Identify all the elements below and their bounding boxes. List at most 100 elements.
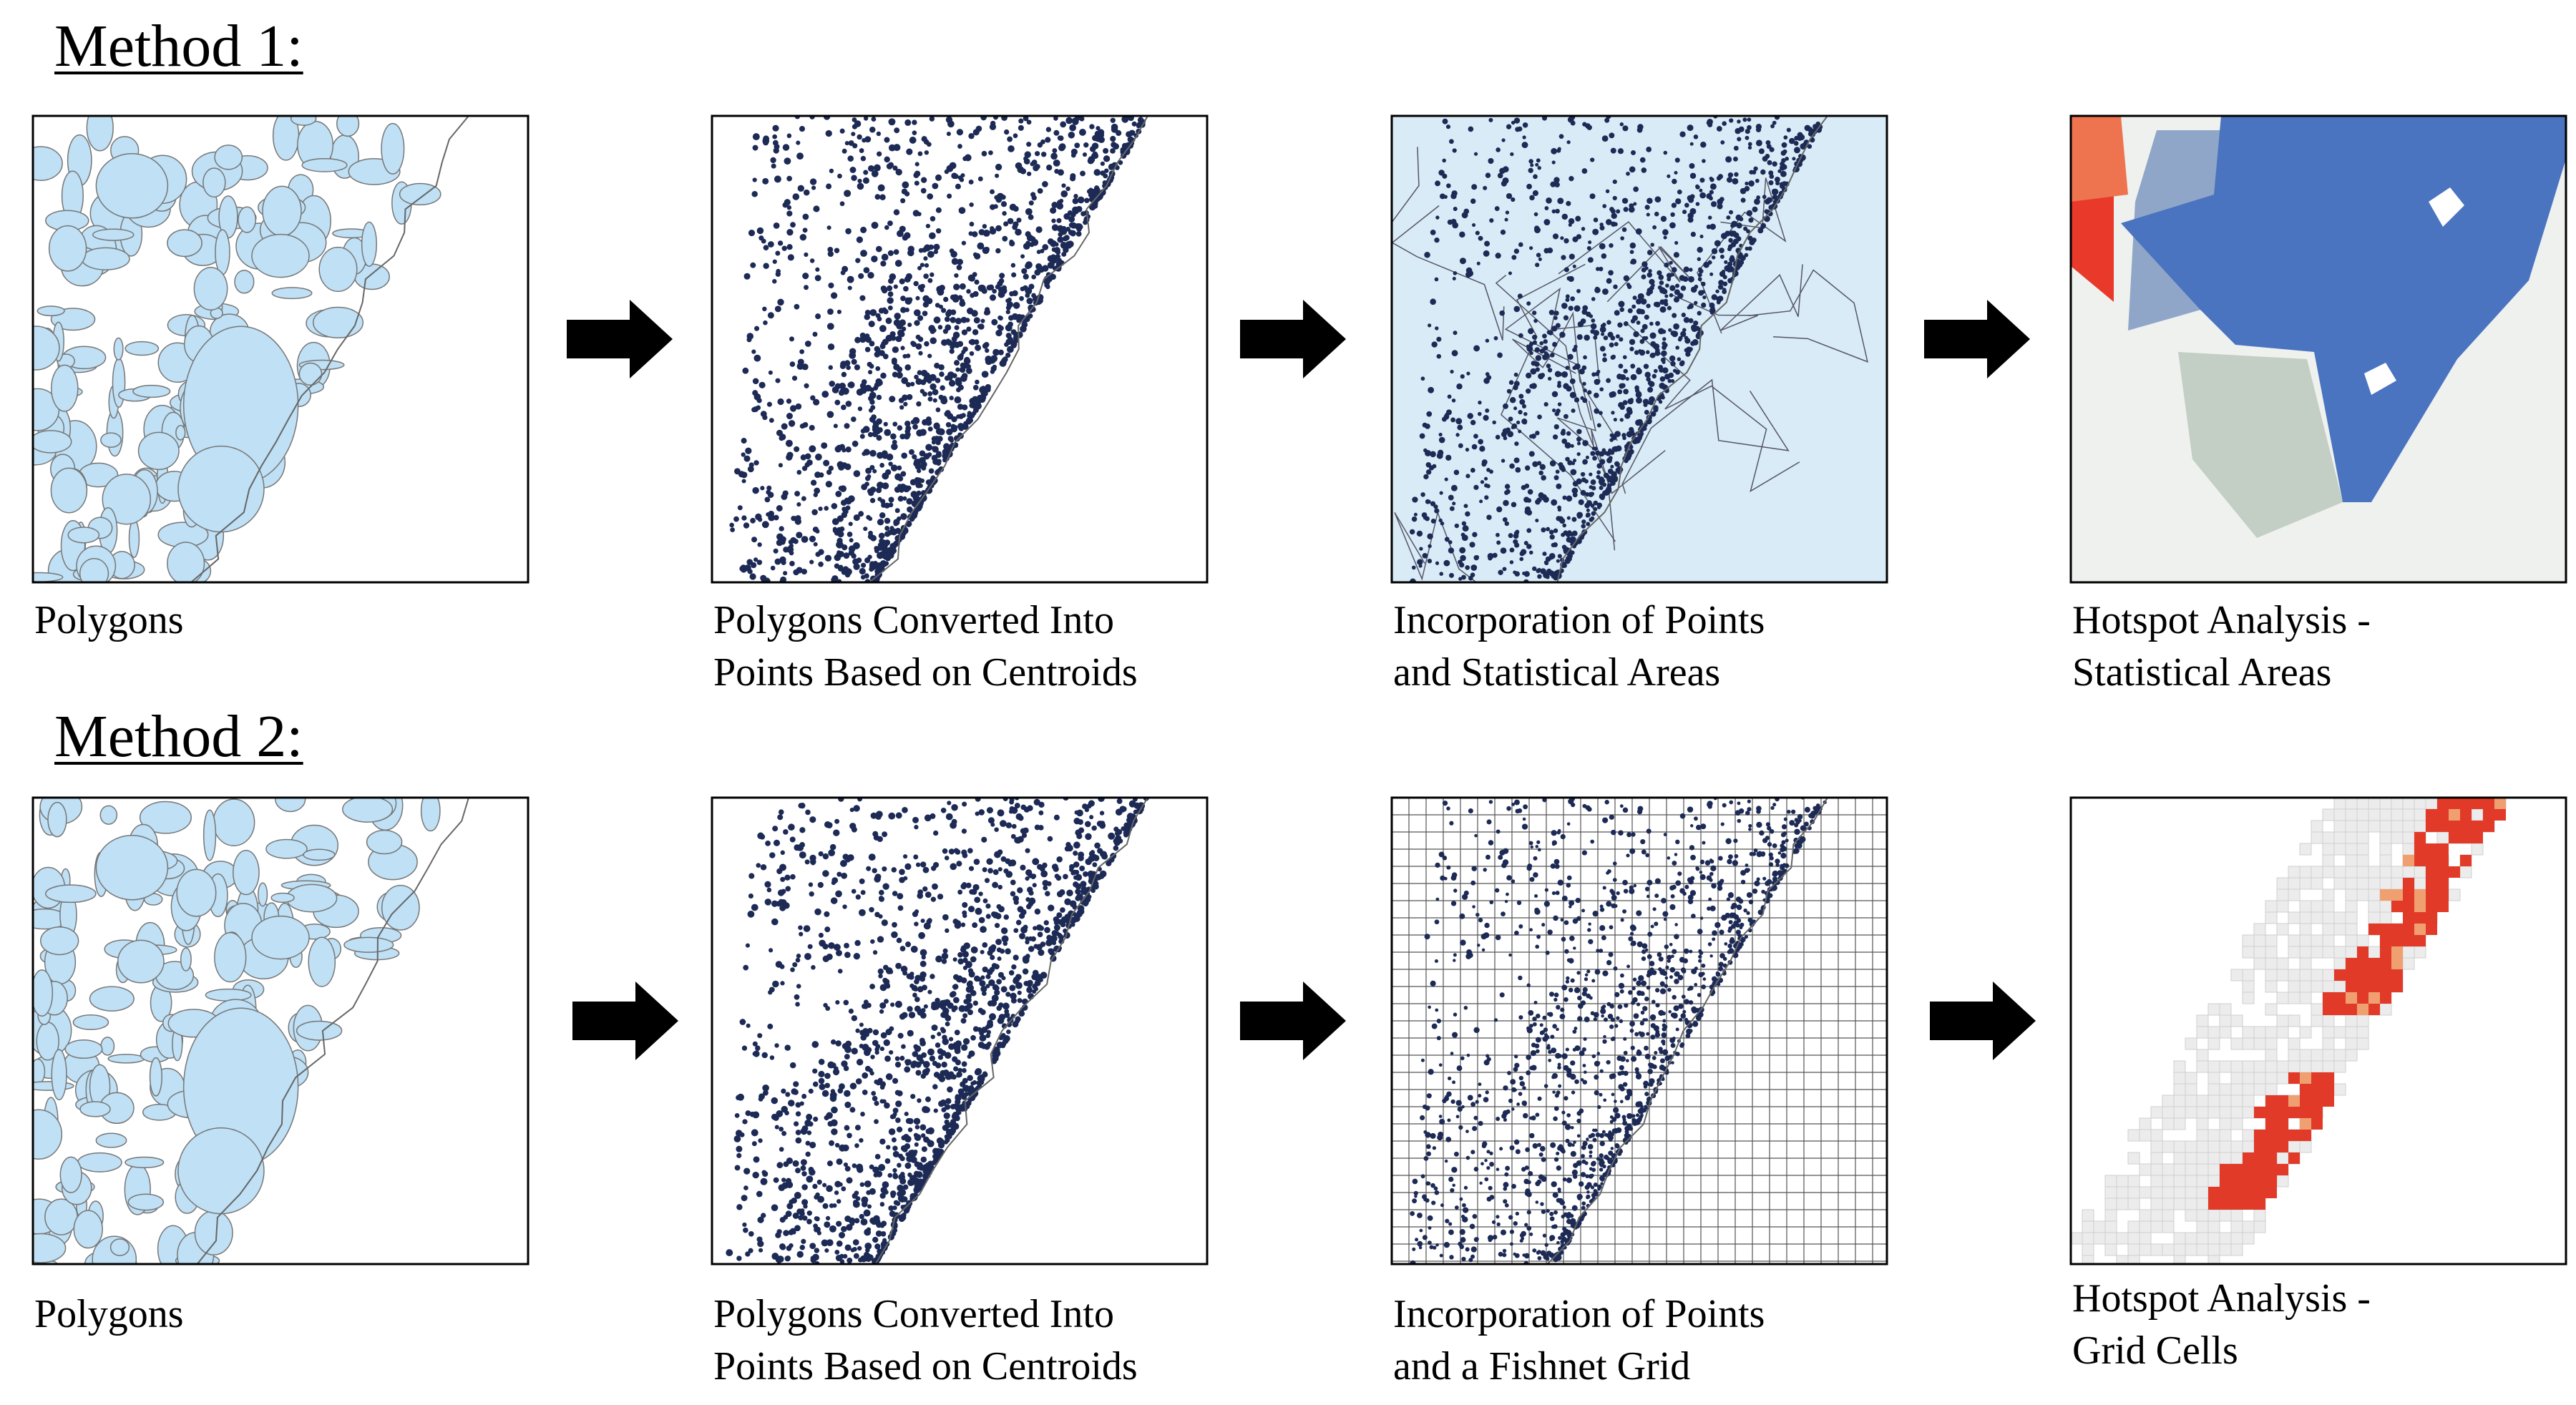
map-dot (1760, 851, 1766, 856)
map-dot (1606, 278, 1612, 284)
map-dot (854, 1143, 859, 1148)
map-dot (1782, 181, 1787, 186)
map-dot (1565, 366, 1570, 370)
map-dot (1547, 368, 1553, 373)
map-dot (884, 137, 890, 143)
map-dot (1465, 271, 1472, 278)
map-dot (1609, 132, 1615, 139)
map-dot (999, 820, 1007, 828)
map-dot (834, 248, 840, 254)
map-panel (1392, 798, 1887, 1264)
map-dot (1014, 803, 1020, 809)
map-dot (1063, 247, 1069, 253)
map-dot (792, 1160, 799, 1167)
map-dot (924, 891, 932, 899)
map-dot (1045, 939, 1053, 946)
map-dot (1619, 122, 1624, 127)
map-dot (1016, 217, 1022, 223)
map-dot (1560, 1007, 1565, 1012)
map-dot (952, 1042, 958, 1047)
map-dot (892, 1107, 899, 1114)
map-dot (1084, 821, 1091, 828)
map-dot (1661, 350, 1667, 357)
map-dot (1616, 209, 1621, 214)
map-polygon (203, 809, 217, 861)
map-dot (745, 943, 750, 948)
map-dot (796, 567, 803, 574)
map-dot (1592, 228, 1599, 235)
map-dot (1128, 116, 1134, 122)
map-dot (1524, 483, 1530, 489)
map-dot (949, 396, 954, 401)
map-dot (805, 1140, 811, 1146)
map-dot (998, 286, 1005, 293)
map-dot (939, 371, 945, 377)
map-dot (892, 1150, 899, 1157)
map-dot (1622, 1120, 1628, 1126)
map-dot (994, 923, 1000, 929)
panel-caption: Polygons Converted Into (713, 1292, 1114, 1336)
map-dot (1662, 341, 1667, 346)
map-dot (1465, 1130, 1469, 1133)
map-dot (1623, 388, 1629, 395)
map-dot (1070, 148, 1078, 155)
map-dot (786, 175, 793, 182)
map-dot (930, 216, 936, 222)
map-dot (1576, 441, 1581, 446)
map-dot (1607, 457, 1611, 461)
map-dot (1662, 345, 1667, 351)
map-dot (893, 363, 900, 371)
map-dot (1050, 262, 1055, 267)
map-dot (994, 195, 1000, 200)
map-dot (1642, 1006, 1648, 1012)
map-dot (1005, 822, 1013, 828)
map-dot (1646, 197, 1653, 204)
map-dot (946, 413, 954, 420)
map-dot (1045, 137, 1051, 143)
map-dot (799, 827, 806, 833)
map-dot (1025, 869, 1033, 876)
map-dot (1690, 231, 1696, 238)
map-dot (1100, 161, 1105, 166)
map-dot (968, 180, 974, 185)
map-dot (1515, 127, 1521, 132)
map-polygon (399, 182, 441, 206)
map-dot (1550, 353, 1555, 358)
map-dot (841, 387, 849, 395)
map-dot (962, 957, 968, 964)
map-dot (852, 1246, 857, 1252)
map-dot (781, 423, 788, 430)
map-dot (887, 220, 893, 227)
map-dot (1635, 391, 1642, 398)
map-dot (1709, 223, 1716, 230)
map-dot (1443, 195, 1448, 199)
map-dot (1623, 207, 1629, 212)
map-dot (1654, 196, 1662, 203)
map-dot (900, 513, 907, 520)
map-dot (1005, 948, 1011, 955)
map-dot (892, 1173, 898, 1178)
map-dot (763, 245, 769, 251)
map-dot (1547, 376, 1552, 381)
map-dot (1702, 159, 1706, 163)
map-dot (1649, 398, 1654, 403)
map-dot (811, 861, 816, 866)
map-dot (945, 324, 952, 331)
map-dot (1568, 275, 1574, 283)
map-dot (844, 1054, 850, 1060)
map-dot (1649, 278, 1655, 285)
map-dot (945, 310, 952, 317)
map-dot (1772, 120, 1777, 125)
map-dot (811, 1041, 819, 1048)
map-dot (961, 828, 967, 834)
map-dot (1051, 224, 1059, 231)
map-dot (851, 553, 857, 559)
map-dot (1570, 120, 1576, 126)
map-dot (973, 858, 980, 865)
map-dot (894, 313, 901, 320)
map-dot (1662, 229, 1669, 235)
map-dot (865, 467, 872, 474)
map-dot (957, 175, 963, 180)
map-dot (1572, 459, 1577, 463)
map-dot (960, 945, 966, 950)
